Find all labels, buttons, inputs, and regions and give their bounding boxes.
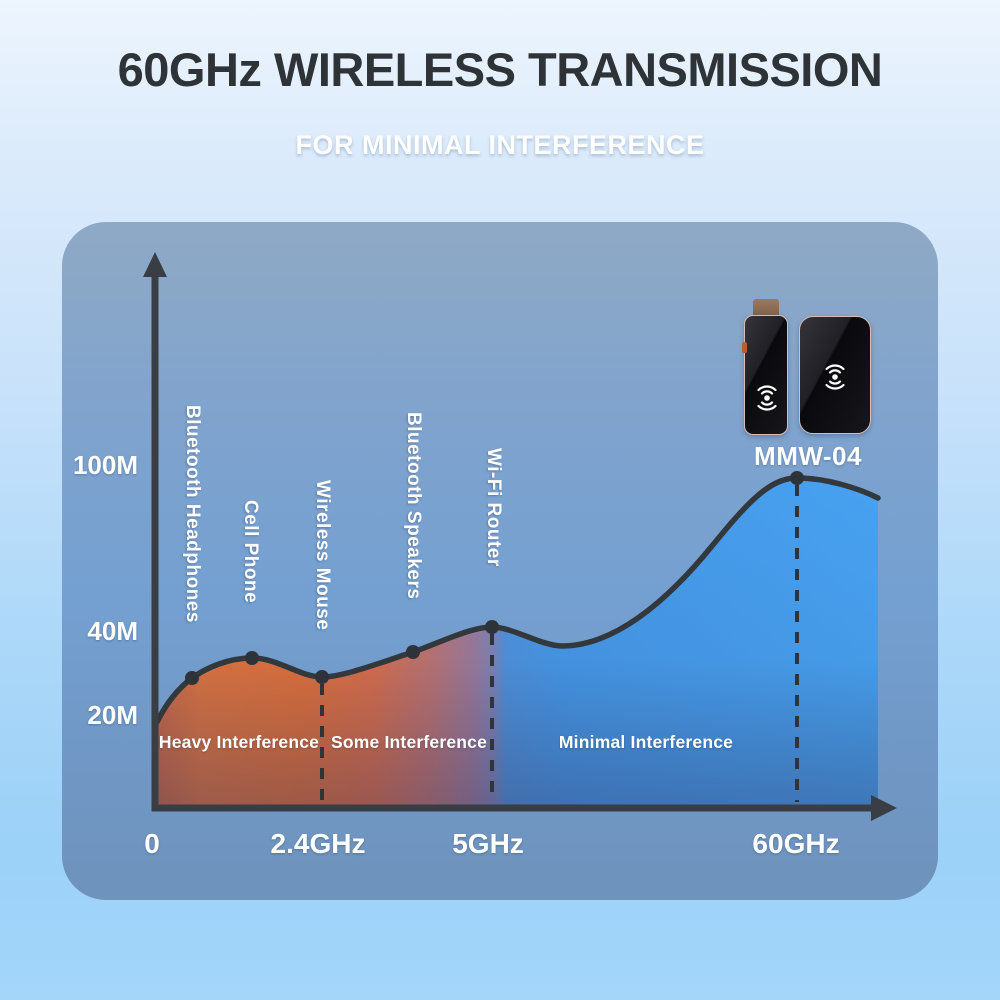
area-fill-bottom-fade: [157, 478, 878, 806]
x-tick-5ghz: 5GHz: [452, 828, 524, 859]
wireless-signal-icon: [825, 364, 845, 390]
transmitter-dongle: [742, 299, 788, 435]
y-tick-40m: 40M: [87, 616, 138, 646]
page-title: 60GHz WIRELESS TRANSMISSION: [117, 43, 883, 96]
dongle-body: [742, 315, 788, 435]
zone-label-heavy: Heavy Interference: [158, 732, 320, 752]
dongle-side-button: [742, 342, 747, 353]
dashed-frequency-markers: [320, 485, 799, 802]
device-label-bluetooth-speakers: Bluetooth Speakers: [403, 412, 424, 600]
zone-label-some: Some Interference: [330, 732, 488, 752]
page-subtitle: FOR MINIMAL INTERFERENCE: [295, 130, 705, 160]
device-label-cell-phone: Cell Phone: [240, 500, 261, 604]
wireless-signal-icon: [757, 385, 777, 411]
hdmi-connector: [753, 299, 779, 318]
y-tick-100m: 100M: [72, 450, 138, 480]
product-model-label: MMW-04: [754, 441, 862, 471]
receiver-body: [799, 316, 871, 434]
device-label-bluetooth-headphones: Bluetooth Headphones: [182, 405, 203, 623]
curve-data-points: [185, 471, 804, 685]
x-axis-arrow-icon: [871, 795, 897, 821]
receiver-box: [799, 316, 871, 434]
axes: [151, 272, 874, 812]
y-tick-20m: 20M: [87, 700, 138, 730]
x-tick-2-4ghz: 2.4GHz: [270, 828, 366, 859]
x-tick-0: 0: [144, 828, 160, 859]
x-tick-60ghz: 60GHz: [752, 828, 840, 859]
zone-label-minimal: Minimal Interference: [558, 732, 734, 752]
device-label-wifi-router: Wi-Fi Router: [483, 448, 504, 567]
y-axis-arrow-icon: [143, 252, 167, 277]
device-label-wireless-mouse: Wireless Mouse: [312, 480, 333, 631]
